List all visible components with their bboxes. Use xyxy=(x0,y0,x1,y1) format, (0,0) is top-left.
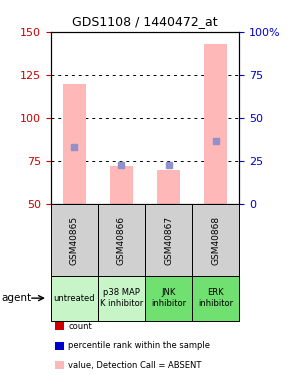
Text: GSM40867: GSM40867 xyxy=(164,215,173,265)
Text: GSM40868: GSM40868 xyxy=(211,215,220,265)
Bar xyxy=(157,170,180,204)
Text: untreated: untreated xyxy=(53,294,95,303)
Text: count: count xyxy=(68,322,92,331)
Text: GSM40866: GSM40866 xyxy=(117,215,126,265)
Text: percentile rank within the sample: percentile rank within the sample xyxy=(68,341,210,350)
Text: value, Detection Call = ABSENT: value, Detection Call = ABSENT xyxy=(68,361,202,370)
Text: GDS1108 / 1440472_at: GDS1108 / 1440472_at xyxy=(72,15,218,28)
Text: JNK
inhibitor: JNK inhibitor xyxy=(151,288,186,308)
Bar xyxy=(110,166,133,204)
Bar xyxy=(63,84,86,204)
Text: GSM40865: GSM40865 xyxy=(70,215,79,265)
Text: ERK
inhibitor: ERK inhibitor xyxy=(198,288,233,308)
Bar xyxy=(204,44,227,204)
Text: agent: agent xyxy=(1,293,32,303)
Text: p38 MAP
K inhibitor: p38 MAP K inhibitor xyxy=(100,288,143,308)
